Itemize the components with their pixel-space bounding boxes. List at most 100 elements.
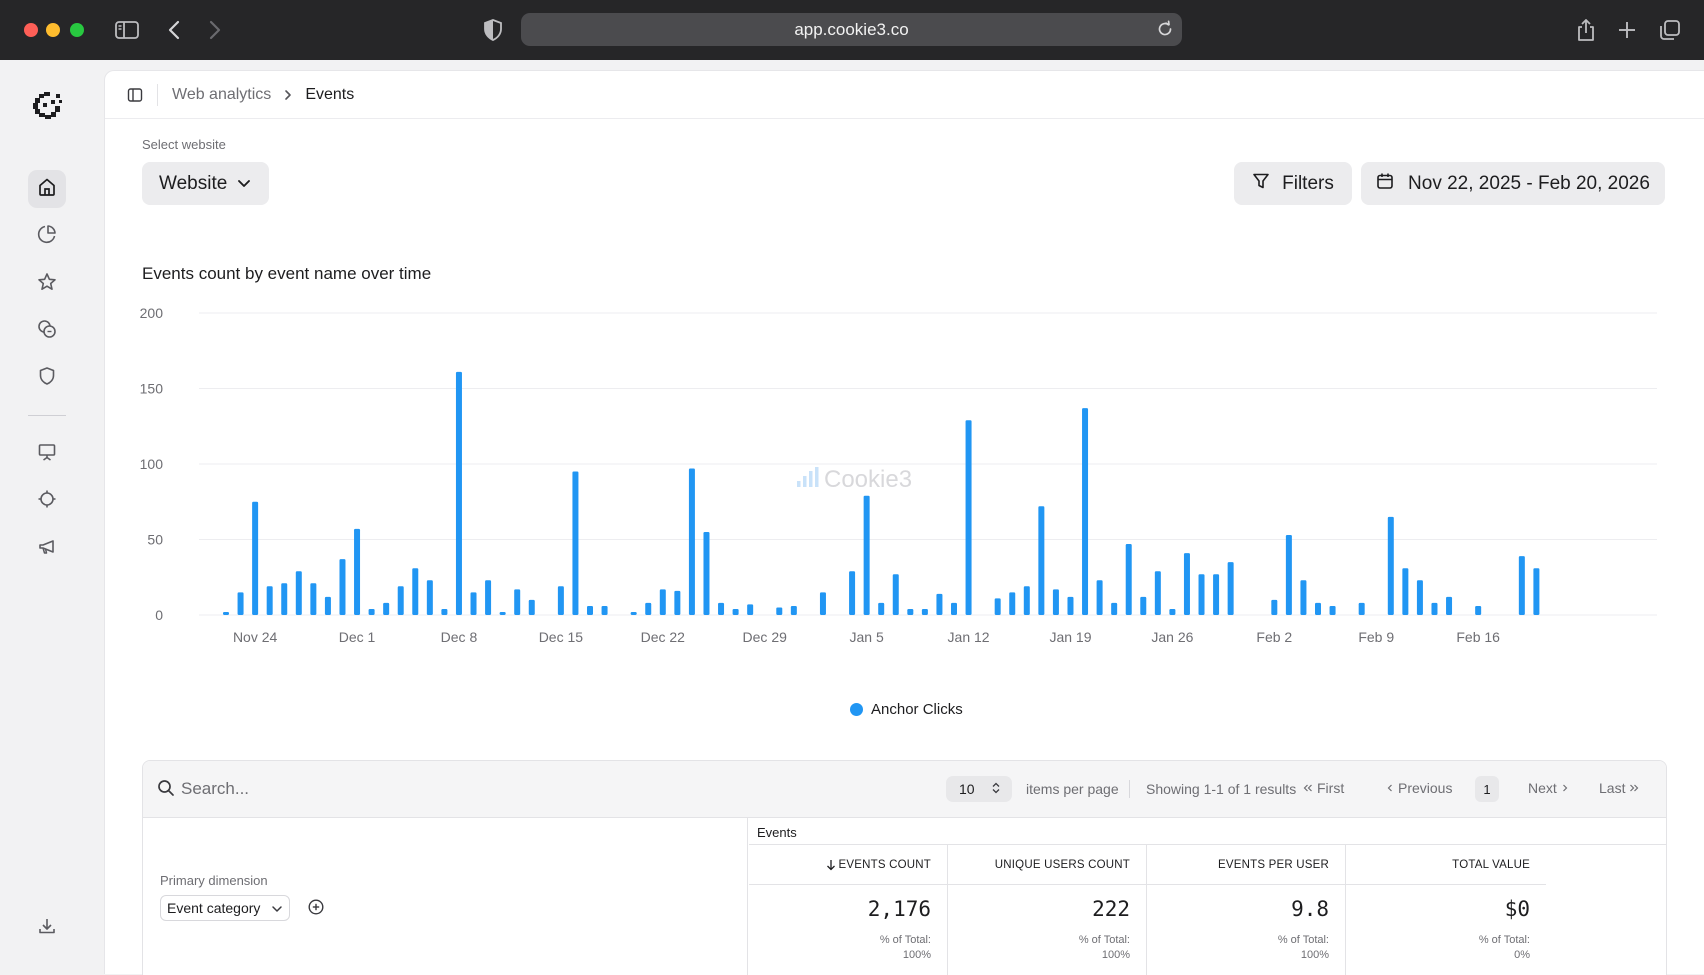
column-header-events-per-user[interactable]: EVENTS PER USER bbox=[1147, 845, 1346, 885]
chart-bar bbox=[747, 604, 754, 615]
minimize-window-button[interactable] bbox=[46, 23, 60, 37]
nav-security-button[interactable] bbox=[28, 359, 66, 397]
column-header-total-value[interactable]: TOTAL VALUE bbox=[1346, 845, 1546, 885]
shield-icon bbox=[37, 366, 57, 391]
x-tick-label: Dec 15 bbox=[539, 629, 584, 645]
chart-bar bbox=[1285, 534, 1292, 615]
first-page-button[interactable]: First bbox=[1303, 780, 1344, 796]
new-tab-icon[interactable] bbox=[1616, 16, 1638, 44]
chart-bar bbox=[223, 611, 229, 615]
chart-bar bbox=[1533, 568, 1540, 615]
chart-bar bbox=[281, 583, 288, 615]
nav-download-button[interactable] bbox=[28, 909, 66, 947]
toolbar-divider bbox=[1129, 780, 1130, 798]
presentation-icon bbox=[37, 442, 57, 467]
table-toolbar: 10 items per page Showing 1-1 of 1 resul… bbox=[143, 761, 1666, 818]
nav-campaigns-button[interactable] bbox=[28, 530, 66, 568]
chart-legend[interactable]: Anchor Clicks bbox=[850, 701, 963, 718]
sidebar-toggle-icon[interactable] bbox=[125, 85, 145, 105]
next-page-button[interactable]: Next bbox=[1528, 780, 1569, 796]
chart-bar bbox=[1023, 586, 1030, 615]
chart-title: Events count by event name over time bbox=[142, 264, 432, 283]
url-text: app.cookie3.co bbox=[794, 19, 909, 39]
chart-bar bbox=[383, 602, 390, 615]
total-unique-users-cell: 222 % of Total: 100% bbox=[948, 885, 1147, 975]
total-value: 9.8 bbox=[1291, 897, 1329, 921]
tab-overview-icon[interactable] bbox=[1658, 16, 1682, 44]
address-bar[interactable]: app.cookie3.co bbox=[521, 13, 1182, 46]
chart-bar bbox=[470, 592, 477, 615]
date-range-button[interactable]: Nov 22, 2025 - Feb 20, 2026 bbox=[1361, 162, 1665, 205]
previous-page-label: Previous bbox=[1398, 780, 1453, 796]
privacy-shield-icon[interactable] bbox=[483, 16, 503, 44]
primary-dimension-select[interactable]: Event category bbox=[160, 895, 290, 921]
chart-bar bbox=[1169, 608, 1176, 615]
zoom-window-button[interactable] bbox=[70, 23, 84, 37]
nav-tokens-button[interactable] bbox=[28, 312, 66, 350]
topbar-divider bbox=[157, 83, 158, 106]
chart-bar bbox=[878, 602, 885, 615]
chart-bar bbox=[1067, 596, 1074, 615]
chart-bar bbox=[557, 586, 564, 615]
share-icon[interactable] bbox=[1575, 16, 1597, 44]
events-bar-chart: 0 50 100 150 200 Nov 24 Dec 1 Dec 8 Dec 15 Dec 22… bbox=[140, 305, 1657, 645]
total-events-count-cell: 2,176 % of Total: 100% bbox=[749, 885, 948, 975]
chart-bar bbox=[907, 608, 914, 615]
chart-bar bbox=[674, 590, 681, 615]
search-icon bbox=[157, 779, 175, 802]
percent-of-total: % of Total: 100% bbox=[948, 933, 1130, 963]
previous-page-button[interactable]: Previous bbox=[1386, 780, 1452, 796]
filters-button[interactable]: Filters bbox=[1234, 162, 1352, 205]
nav-home-button[interactable] bbox=[28, 170, 66, 208]
y-tick-label: 100 bbox=[140, 456, 164, 472]
reload-icon[interactable] bbox=[1156, 20, 1174, 43]
x-tick-label: Jan 12 bbox=[948, 629, 990, 645]
percent-of-total-label: % of Total: bbox=[1277, 934, 1329, 946]
nav-favorites-button[interactable] bbox=[28, 265, 66, 303]
double-chevron-left-icon bbox=[1303, 780, 1313, 796]
chart-bar bbox=[412, 568, 419, 615]
nav-presentations-button[interactable] bbox=[28, 435, 66, 473]
column-header-label: EVENTS PER USER bbox=[1218, 859, 1329, 871]
chart-bar bbox=[1125, 544, 1132, 615]
forward-icon[interactable] bbox=[205, 16, 225, 44]
add-dimension-icon[interactable] bbox=[307, 898, 325, 921]
website-select-label: Website bbox=[159, 172, 228, 194]
chart-bar bbox=[587, 605, 593, 615]
updown-chevron-icon bbox=[992, 782, 1000, 794]
chart-bar bbox=[951, 602, 957, 615]
cookie3-watermark: Cookie3 bbox=[797, 466, 912, 493]
last-page-button[interactable]: Last bbox=[1599, 780, 1639, 796]
x-tick-label: Jan 19 bbox=[1049, 629, 1091, 645]
chart-bar bbox=[994, 598, 1001, 615]
events-table: 10 items per page Showing 1-1 of 1 resul… bbox=[142, 760, 1667, 975]
chart-bar bbox=[645, 602, 652, 615]
chart-bar bbox=[1227, 562, 1234, 615]
search-input[interactable] bbox=[181, 775, 681, 803]
x-tick-label: Jan 5 bbox=[850, 629, 884, 645]
current-page-button[interactable]: 1 bbox=[1475, 776, 1499, 802]
chevron-left-icon bbox=[1386, 780, 1394, 796]
breadcrumb-parent-link[interactable]: Web analytics bbox=[172, 85, 272, 103]
chart-bar bbox=[1518, 556, 1525, 615]
chart-bar bbox=[324, 596, 331, 615]
nav-targeting-button[interactable] bbox=[28, 482, 66, 520]
back-icon[interactable] bbox=[164, 16, 184, 44]
date-range-label: Nov 22, 2025 - Feb 20, 2026 bbox=[1408, 172, 1650, 194]
download-icon bbox=[37, 916, 57, 941]
percent-of-total-value: 100% bbox=[1300, 949, 1329, 961]
items-per-page-select[interactable]: 10 bbox=[946, 776, 1012, 802]
cookie3-logo-icon[interactable] bbox=[30, 88, 64, 127]
column-header-events-count[interactable]: EVENTS COUNT bbox=[749, 845, 948, 885]
total-value: $0 bbox=[1504, 897, 1530, 921]
x-tick-label: Feb 16 bbox=[1456, 629, 1500, 645]
browser-sidebar-icon[interactable] bbox=[114, 16, 140, 44]
column-header-unique-users[interactable]: UNIQUE USERS COUNT bbox=[948, 845, 1147, 885]
website-select-button[interactable]: Website bbox=[142, 162, 270, 205]
nav-reports-button[interactable] bbox=[28, 217, 66, 255]
close-window-button[interactable] bbox=[24, 23, 38, 37]
chart-bar bbox=[1300, 580, 1307, 615]
x-tick-label: Dec 1 bbox=[339, 629, 376, 645]
chart-bar bbox=[1082, 408, 1089, 615]
total-events-per-user-cell: 9.8 % of Total: 100% bbox=[1147, 885, 1346, 975]
